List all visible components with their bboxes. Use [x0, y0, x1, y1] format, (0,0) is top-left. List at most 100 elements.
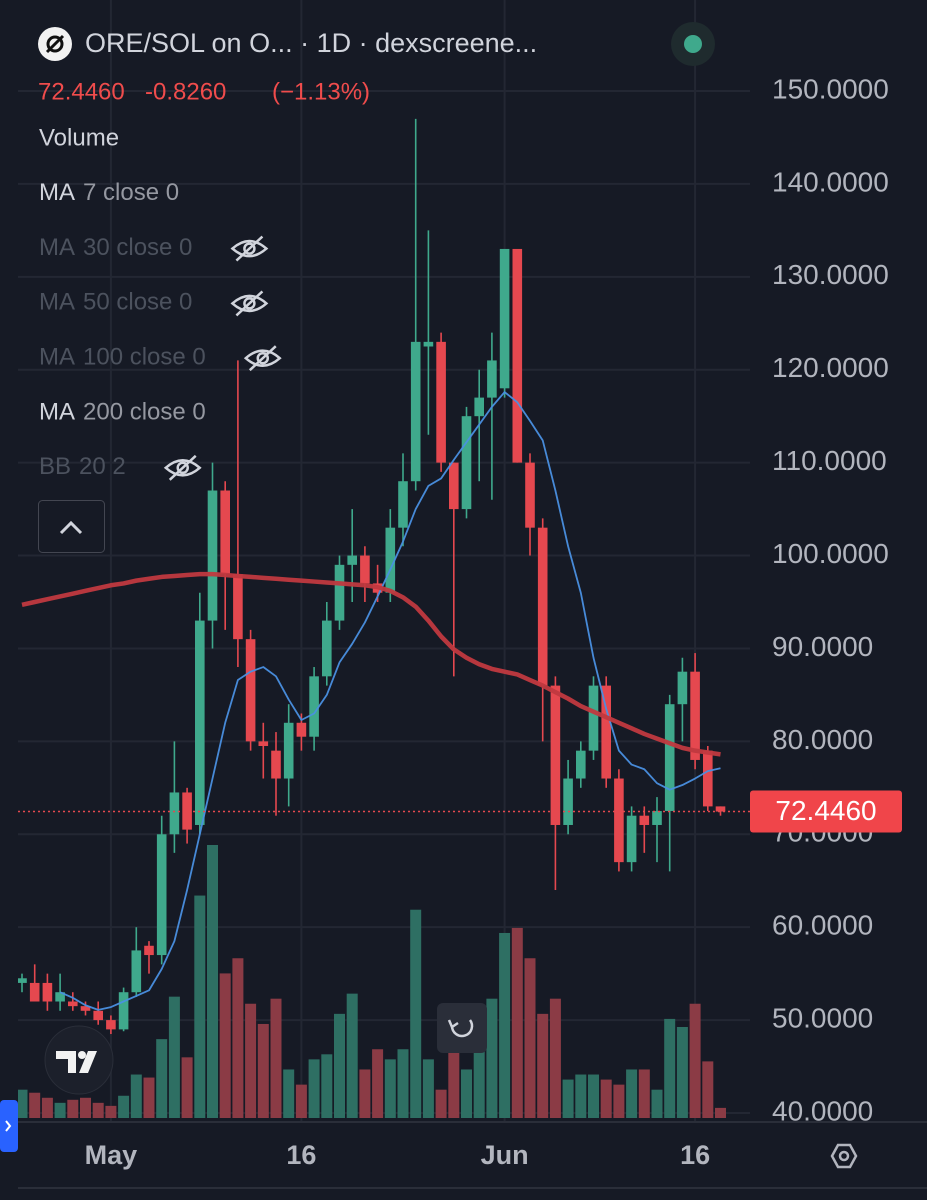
candle-body — [576, 750, 586, 779]
last-price-label: 72.4460 — [775, 795, 876, 826]
price-axis: 40.000050.000060.000070.000080.000090.00… — [85, 73, 902, 1170]
indicator-params: 100 close 0 — [83, 344, 206, 371]
y-tick-label: 50.0000 — [772, 1002, 873, 1033]
y-tick-label: 120.0000 — [772, 352, 889, 383]
eye-slash — [235, 235, 264, 262]
volume-bar — [664, 1018, 676, 1118]
volume-bar — [321, 1054, 333, 1118]
volume-bar — [702, 1061, 714, 1118]
volume-bar — [54, 1102, 66, 1118]
volume-bar — [715, 1107, 726, 1118]
y-tick-label: 150.0000 — [772, 73, 889, 104]
volume-bar — [499, 932, 511, 1118]
tv-logo-glyph — [78, 1051, 86, 1059]
volume-bar — [105, 1105, 117, 1118]
volume-bar — [676, 1027, 688, 1118]
tv-logo-glyph — [56, 1051, 97, 1073]
candle-body — [118, 992, 129, 1030]
indicator-name: MA — [39, 234, 75, 261]
candle-body — [423, 341, 434, 347]
moving-average-line — [59, 391, 721, 1011]
volume-bar — [143, 1077, 155, 1118]
volume-bar — [168, 996, 180, 1118]
volume-bar — [245, 1003, 257, 1118]
x-tick-label: Jun — [481, 1140, 529, 1170]
candle-body — [131, 950, 142, 993]
volume-bar — [257, 1023, 269, 1118]
collapse-button[interactable] — [38, 500, 105, 553]
candle-body — [499, 248, 510, 389]
volume-bar — [435, 1089, 447, 1118]
candle-body — [715, 806, 726, 812]
status-dot — [684, 35, 702, 53]
candle-body — [195, 620, 205, 825]
candle-body — [601, 685, 611, 779]
volume-bar — [486, 998, 498, 1118]
volume-bar — [130, 1074, 142, 1118]
candle-body — [436, 341, 446, 463]
volume-bar — [295, 1084, 307, 1118]
volume-bar — [562, 1079, 574, 1118]
volume-bar — [219, 973, 231, 1118]
indicator-name: Volume — [39, 124, 119, 151]
candle-body — [563, 778, 573, 825]
hidden-eye-icon[interactable] — [163, 454, 202, 481]
hidden-eye-icon[interactable] — [243, 345, 282, 372]
candle-body — [664, 704, 675, 812]
plot-area — [18, 118, 750, 1118]
candle-body — [690, 671, 700, 760]
candle-body — [182, 792, 192, 830]
symbol-title[interactable]: ORE/SOL on O... · 1D · dexscreene... — [85, 28, 537, 58]
candle-body — [245, 639, 256, 742]
price-change: -0.8260 — [145, 78, 226, 105]
x-tick-label: 16 — [680, 1140, 710, 1170]
eye-pupil — [176, 461, 189, 475]
settings-icon[interactable] — [830, 1143, 858, 1169]
hidden-eye-icon[interactable] — [230, 235, 269, 262]
eye-slash — [168, 454, 197, 481]
candle-body — [169, 792, 180, 835]
candle-body — [347, 555, 357, 565]
indicator-params: 50 close 0 — [83, 289, 192, 316]
candle-body — [461, 416, 472, 510]
volume-bar — [473, 1044, 485, 1118]
candle-body — [360, 555, 370, 584]
volume-bar — [461, 1069, 472, 1118]
volume-bar — [207, 845, 218, 1118]
volume-bar — [232, 958, 244, 1118]
volume-bar — [537, 1013, 549, 1118]
y-tick-label: 130.0000 — [772, 259, 889, 290]
candle-body — [639, 815, 650, 825]
candle-body — [334, 564, 345, 621]
candle-body — [18, 978, 27, 983]
moving-average-line — [21, 571, 721, 757]
candle-body — [512, 248, 523, 463]
candle-body — [322, 620, 332, 677]
reset-button[interactable] — [437, 1003, 487, 1053]
indicator-name: MA — [39, 398, 75, 425]
candle-body — [258, 741, 269, 747]
volume-bar — [613, 1084, 625, 1118]
tv-logo[interactable] — [44, 1025, 114, 1095]
hidden-eye-icon[interactable] — [230, 290, 269, 317]
eye-slash — [235, 290, 264, 317]
candle-body — [220, 490, 230, 575]
candle-body — [474, 397, 484, 417]
logo-glyph — [45, 34, 65, 54]
volume-bar — [308, 1059, 320, 1118]
volume-bar — [600, 1079, 612, 1118]
candle-body — [398, 481, 408, 528]
logo-glyph — [46, 35, 64, 53]
candle-body — [614, 778, 624, 863]
volume-bar — [67, 1099, 79, 1118]
candle-body — [525, 462, 535, 528]
eye-pupil — [256, 351, 270, 365]
volume-bar — [575, 1074, 587, 1118]
y-tick-label: 80.0000 — [772, 724, 873, 755]
candle-body — [42, 982, 53, 1002]
last-price-box — [750, 790, 902, 833]
eye-pupil — [243, 297, 256, 310]
volume-bar — [41, 1097, 53, 1118]
volume-bar — [422, 1059, 434, 1118]
candle-body — [207, 490, 218, 621]
